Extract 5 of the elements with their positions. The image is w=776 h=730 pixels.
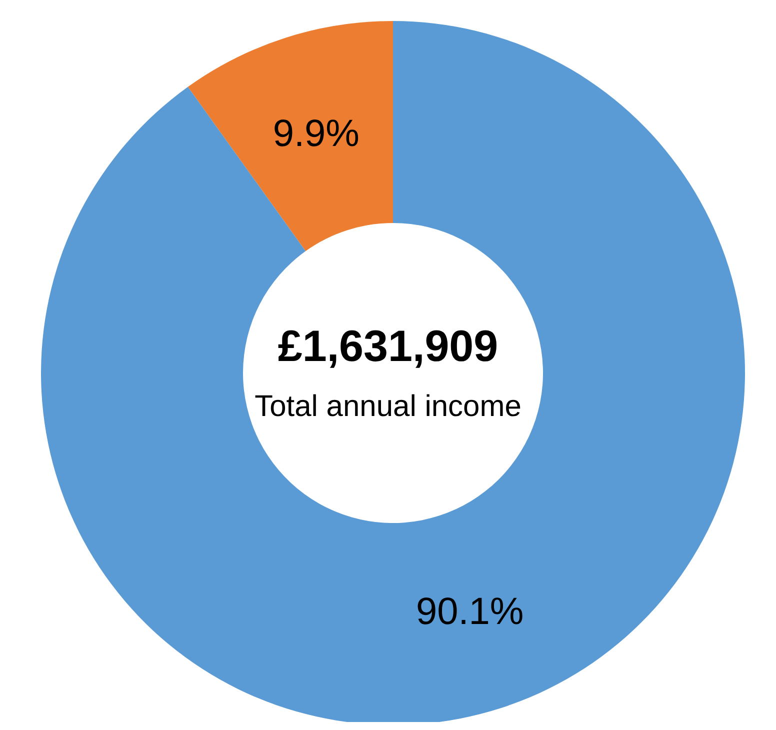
data-label: 90.1% xyxy=(416,590,524,633)
data-label: 9.9% xyxy=(272,113,360,156)
text: Total annual income xyxy=(254,390,522,423)
text: £1,631,909 xyxy=(276,322,500,372)
donut-slice xyxy=(188,21,393,252)
